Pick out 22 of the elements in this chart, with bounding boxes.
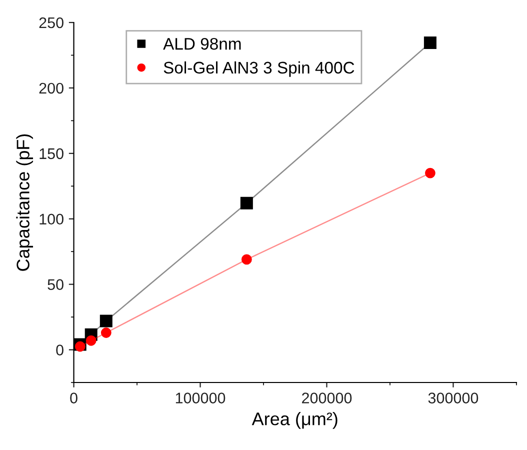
y-tick-label: 150 xyxy=(40,148,64,160)
y-axis-title: Capacitance (pF) xyxy=(16,134,34,271)
y-tick-label: 100 xyxy=(40,214,64,225)
y-tick-label: 0 xyxy=(56,344,64,356)
point xyxy=(86,335,96,346)
point xyxy=(241,254,252,265)
legend-label: ALD 98nm xyxy=(163,38,241,50)
point xyxy=(424,168,436,178)
x-axis-title: Area (μm²) xyxy=(252,412,338,429)
point xyxy=(240,196,253,210)
y-tick-label: 250 xyxy=(39,17,64,28)
point xyxy=(74,341,86,352)
x-tick-label: 300000 xyxy=(428,392,478,404)
x-tick-label: 200000 xyxy=(302,392,352,404)
point xyxy=(100,314,112,328)
y-tick-label: 200 xyxy=(39,82,64,94)
x-tick-label: 0 xyxy=(70,392,78,404)
point xyxy=(100,328,112,338)
y-tick-label: 50 xyxy=(48,279,64,290)
legend-label: Sol-Gel AlN3 3 Spin 400C xyxy=(164,61,354,77)
point xyxy=(424,36,436,50)
x-tick-label: 100000 xyxy=(176,392,226,404)
